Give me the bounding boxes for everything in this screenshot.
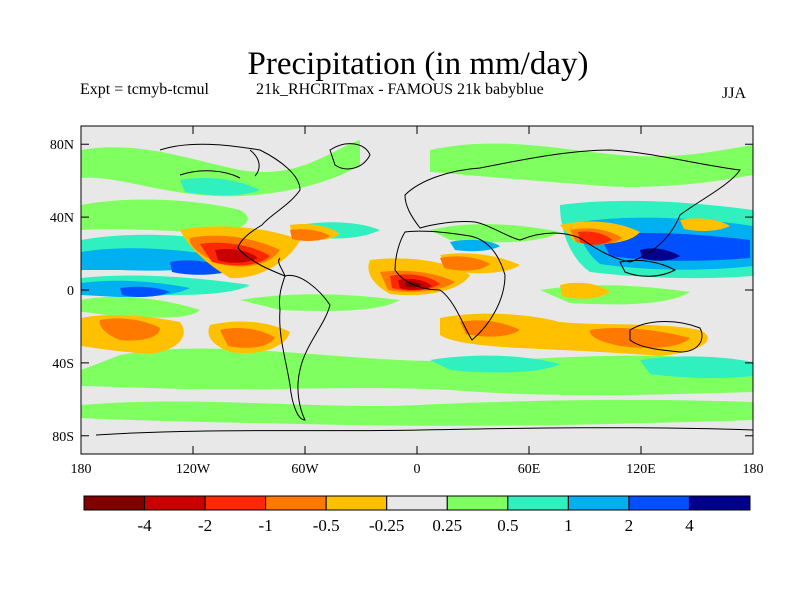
lat-tick-label: 80S — [52, 430, 74, 445]
colorbar-swatch — [446, 495, 509, 511]
colorbar-label: 0.5 — [497, 516, 518, 535]
colorbar-label: 2 — [625, 516, 634, 535]
colorbar-label: 1 — [564, 516, 573, 535]
lon-tick-label: 180 — [743, 462, 764, 477]
model-description: 21k_RHCRITmax - FAMOUS 21k babyblue — [256, 81, 544, 98]
lat-tick-label: 40S — [52, 357, 74, 372]
map-axes: 180 120W 60W 0 60E 120E 180 80N 40N 0 40S 80S — [50, 126, 764, 477]
colorbar-swatch — [386, 495, 448, 511]
chart-title: Precipitation (in mm/day) — [247, 46, 589, 82]
field-positive-0.25 — [81, 140, 753, 426]
lon-tick-label: 120E — [626, 462, 656, 477]
lon-tick-label: 180 — [71, 462, 92, 477]
colorbar: -4 -2 -1 -0.5 -0.25 0.25 0.5 1 2 4 — [83, 495, 751, 535]
colorbar-swatch — [204, 495, 267, 511]
colorbar-swatch — [628, 495, 690, 511]
colorbar-swatch — [83, 495, 146, 511]
colorbar-swatch — [325, 495, 388, 511]
colorbar-label: -2 — [198, 516, 212, 535]
lon-tick-label: 120W — [176, 462, 211, 477]
colorbar-swatch — [265, 495, 327, 511]
colorbar-label: -0.25 — [369, 516, 404, 535]
coastlines — [95, 143, 753, 436]
lat-tick-label: 80N — [50, 138, 74, 153]
season-label: JJA — [722, 85, 747, 102]
colorbar-swatch — [567, 495, 630, 511]
colorbar-swatch — [144, 495, 206, 511]
colorbar-label: -1 — [259, 516, 273, 535]
field-positive-2 — [120, 233, 750, 297]
colorbar-label: 4 — [685, 516, 694, 535]
colorbar-label: 0.25 — [432, 516, 462, 535]
colorbar-label: -4 — [137, 516, 152, 535]
precipitation-anomaly-fields — [81, 140, 753, 436]
lon-tick-label: 0 — [414, 462, 421, 477]
lon-tick-label: 60E — [518, 462, 541, 477]
colorbar-swatch — [688, 495, 751, 511]
experiment-label: Expt = tcmyb-tcmul — [80, 81, 209, 98]
lat-tick-label: 40N — [50, 211, 74, 226]
lon-tick-label: 60W — [291, 462, 319, 477]
lat-tick-label: 0 — [67, 284, 74, 299]
colorbar-label: -0.5 — [313, 516, 340, 535]
colorbar-swatch — [507, 495, 569, 511]
